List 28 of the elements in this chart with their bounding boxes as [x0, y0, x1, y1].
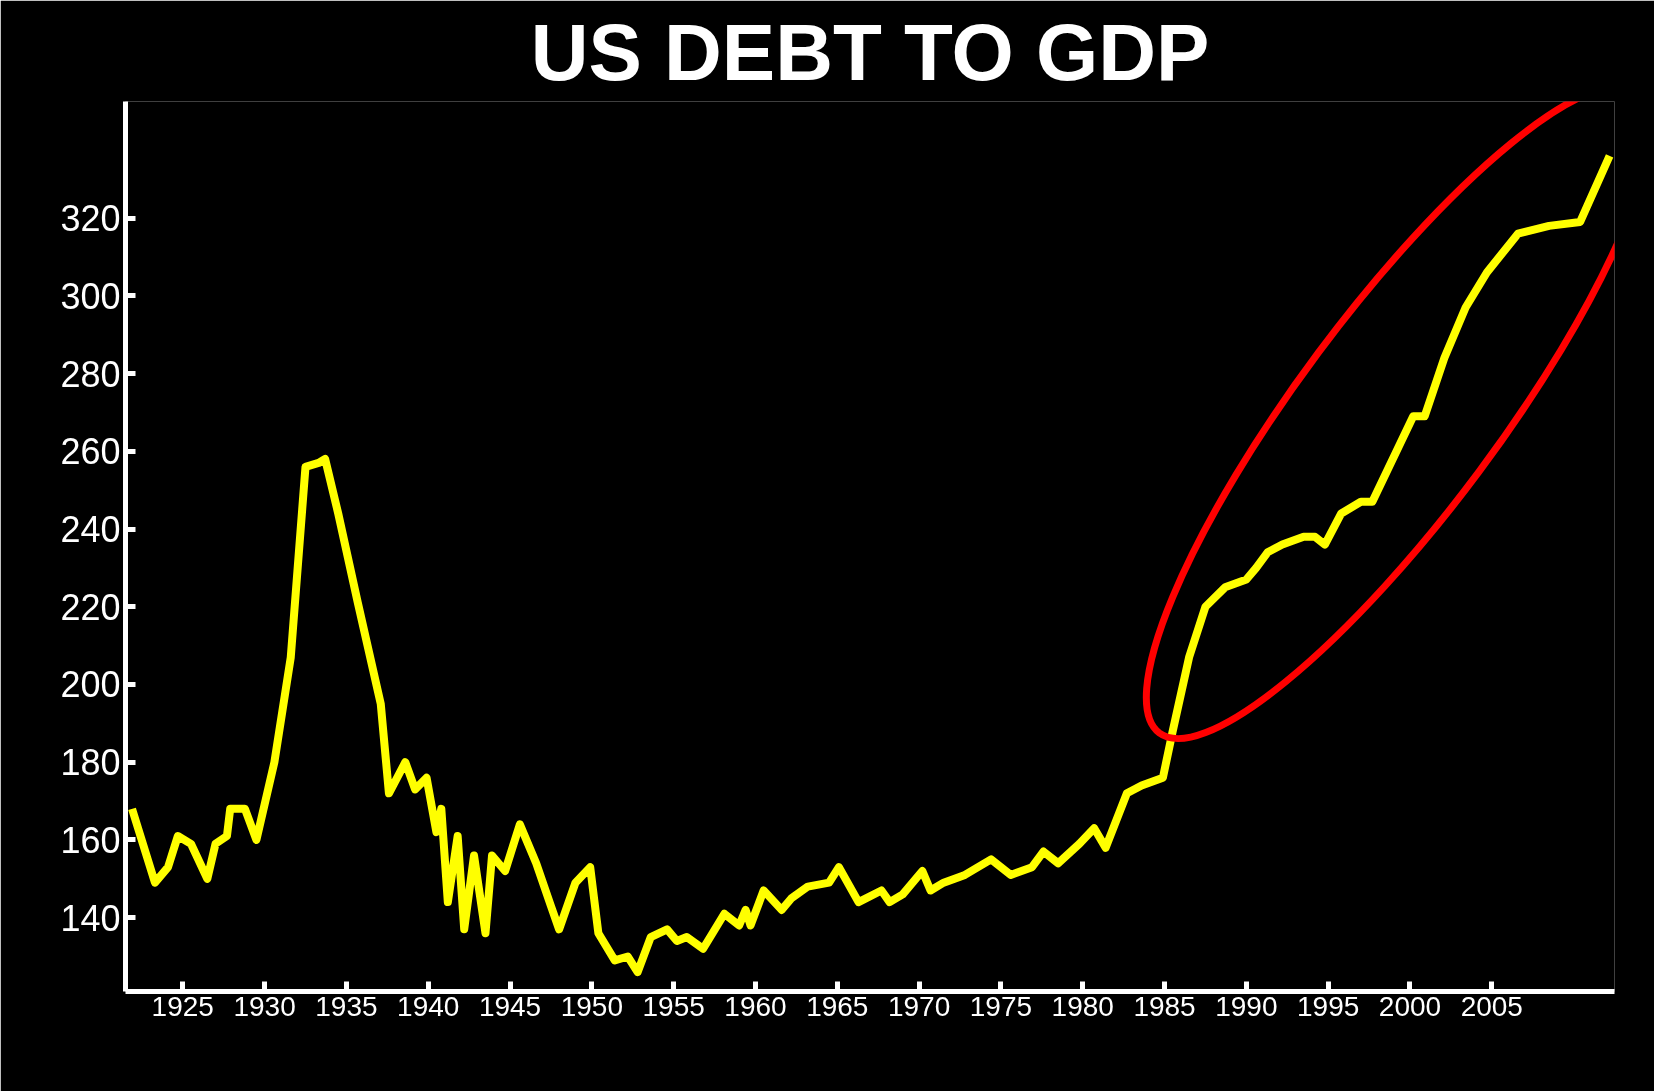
x-tick-label: 1930: [233, 990, 296, 1022]
y-tick-label: 220: [60, 586, 121, 628]
x-tick-label: 2000: [1378, 990, 1442, 1022]
x-tick-label: 1980: [1051, 990, 1114, 1022]
x-tick-label: 1995: [1297, 990, 1360, 1022]
x-tick-label: 1970: [887, 990, 951, 1022]
y-tick-label: 260: [60, 431, 121, 473]
y-tick-label: 240: [60, 509, 121, 551]
x-tick-label: 1925: [151, 990, 214, 1022]
chart-title: US DEBT TO GDP: [530, 7, 1210, 97]
y-tick-label: 300: [60, 275, 121, 317]
y-tick-label: 200: [60, 664, 121, 706]
x-tick-label: 1945: [478, 990, 542, 1022]
x-tick-label: 1940: [397, 990, 460, 1022]
x-tick-label: 1985: [1133, 990, 1196, 1022]
x-tick-label: 1950: [560, 990, 623, 1022]
y-tick-label: 320: [60, 198, 121, 240]
x-tick-label: 1990: [1215, 990, 1278, 1022]
y-tick-label: 160: [60, 819, 121, 861]
y-tick-label: 280: [60, 353, 121, 395]
x-tick-label: 1955: [642, 990, 705, 1022]
x-tick-label: 1960: [724, 990, 787, 1022]
x-tick-label: 2005: [1460, 990, 1523, 1022]
x-tick-label: 1935: [315, 990, 378, 1022]
y-tick-label: 140: [60, 897, 121, 939]
x-tick-label: 1965: [806, 990, 869, 1022]
y-tick-label: 180: [60, 742, 121, 784]
x-tick-label: 1975: [969, 990, 1033, 1022]
